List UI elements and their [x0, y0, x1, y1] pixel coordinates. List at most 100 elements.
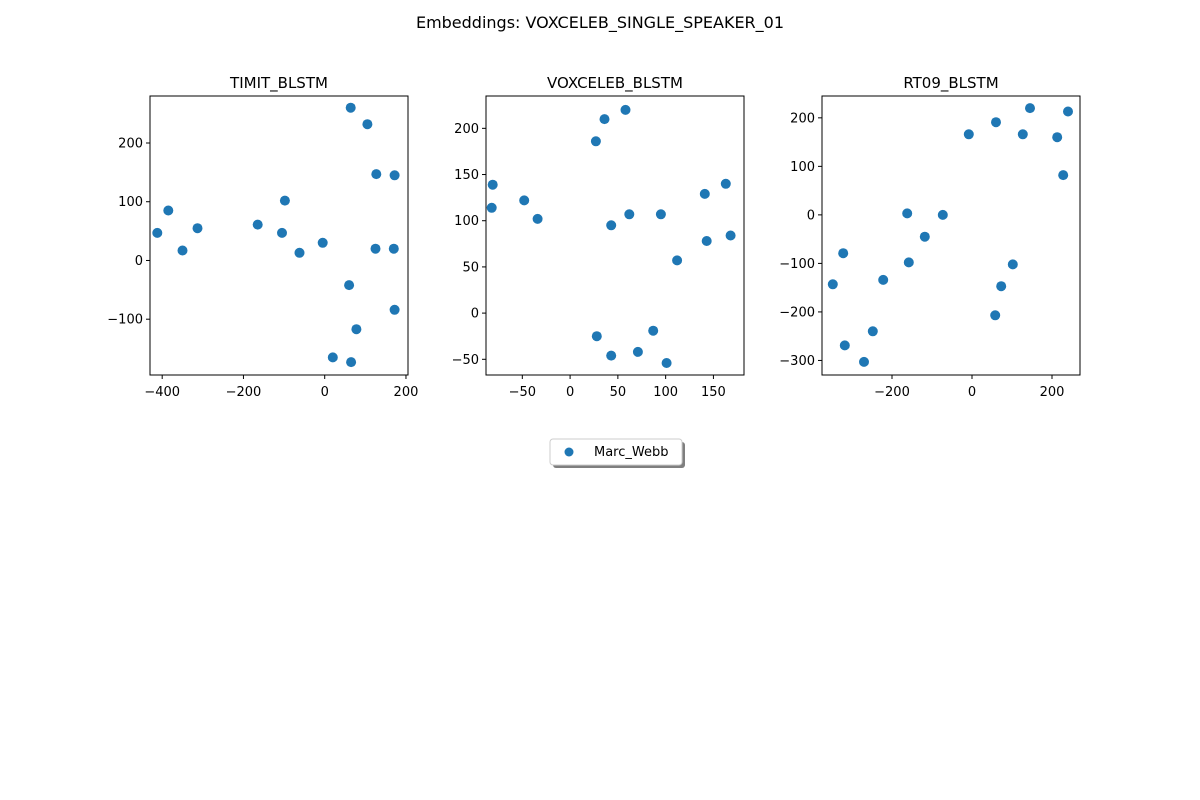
scatter-point — [620, 104, 631, 115]
scatter-point — [1058, 170, 1069, 181]
scatter-point — [991, 117, 1001, 128]
scatter-point — [389, 304, 400, 315]
axes-frame — [485, 95, 745, 376]
scatter-point — [606, 220, 617, 231]
scatter-point — [362, 119, 373, 130]
scatter-point — [1025, 103, 1035, 114]
subplot-title: TIMIT_BLSTM — [229, 74, 328, 93]
scatter-point — [192, 223, 203, 234]
scatter-point — [177, 245, 188, 256]
scatter-point — [327, 352, 338, 363]
scatter-point — [878, 274, 889, 285]
y-tick-label: 200 — [118, 136, 143, 151]
x-tick-label: −400 — [144, 385, 180, 400]
scatter-point — [1052, 132, 1063, 143]
scatter-point — [919, 231, 930, 242]
scatter-point — [661, 358, 672, 368]
scatter-point — [624, 209, 635, 220]
scatter-point — [487, 179, 498, 190]
x-tick-label: 150 — [701, 385, 726, 400]
x-tick-label: 0 — [968, 385, 976, 400]
scatter-point — [371, 169, 382, 180]
scatter-point — [519, 195, 530, 206]
x-tick-label: 100 — [653, 385, 678, 400]
points-layer — [827, 103, 1073, 367]
scatter-point — [277, 227, 287, 238]
scatter-point — [996, 281, 1007, 292]
points-layer — [486, 104, 736, 368]
y-tick-label: 200 — [790, 111, 815, 126]
scatter-point — [1063, 106, 1073, 117]
scatter-point — [389, 170, 400, 181]
x-tick-label: 0 — [321, 385, 329, 400]
y-tick-label: 50 — [462, 260, 479, 275]
scatter-point — [388, 243, 399, 254]
figure-title: Embeddings: VOXCELEB_SINGLE_SPEAKER_01 — [416, 13, 784, 33]
y-tick-label: −300 — [779, 354, 815, 369]
scatter-point — [963, 129, 974, 140]
y-tick-label: 0 — [471, 307, 479, 322]
points-layer — [152, 102, 400, 368]
subplot-title: VOXCELEB_BLSTM — [547, 74, 683, 93]
x-tick-label: −50 — [509, 385, 536, 400]
y-tick-label: −200 — [779, 305, 815, 320]
scatter-point — [839, 340, 850, 351]
scatter-point — [655, 209, 666, 220]
subplot-timit: TIMIT_BLSTM −400 −200 0 200 −100 0 100 200 — [107, 74, 418, 400]
legend-label: Marc_Webb — [594, 445, 668, 460]
y-tick-label: 100 — [118, 195, 143, 210]
scatter-point — [252, 219, 263, 230]
y-tick-label: 200 — [454, 122, 479, 137]
scatter-point — [370, 243, 381, 254]
subplot-rt09: RT09_BLSTM −200 0 200 −300 −200 −100 0 100 200 — [779, 74, 1081, 400]
y-tick-label: −50 — [452, 353, 479, 368]
scatter-point — [599, 114, 610, 125]
scatter-point — [317, 237, 328, 248]
y-tick-label: 150 — [454, 168, 479, 183]
scatter-point — [163, 205, 174, 216]
y-tick-label: 100 — [790, 160, 815, 175]
y-axis: −50 0 50 100 150 200 — [452, 122, 486, 368]
scatter-point — [701, 236, 712, 246]
x-tick-label: −200 — [874, 385, 910, 400]
scatter-point — [345, 102, 356, 113]
x-axis: −50 0 50 100 150 — [509, 375, 726, 400]
y-tick-label: −100 — [779, 257, 815, 272]
scatter-point — [725, 230, 736, 241]
y-tick-label: 100 — [454, 214, 479, 229]
scatter-point — [346, 357, 357, 368]
axes-frame — [821, 95, 1081, 376]
scatter-point — [1017, 129, 1028, 140]
legend-box — [549, 438, 683, 466]
scatter-point — [648, 325, 659, 336]
scatter-point — [902, 208, 913, 219]
scatter-point — [591, 331, 602, 342]
scatter-point — [859, 356, 869, 367]
y-axis: −300 −200 −100 0 100 200 — [779, 111, 822, 369]
scatter-point — [279, 195, 290, 206]
scatter-point — [351, 324, 362, 335]
legend-marker — [564, 447, 574, 457]
scatter-point — [672, 255, 683, 266]
scatter-point — [838, 248, 849, 259]
scatter-point — [632, 346, 643, 357]
scatter-point — [294, 247, 305, 258]
scatter-point — [937, 209, 948, 220]
scatter-point — [699, 188, 710, 199]
scatter-point — [903, 257, 914, 268]
subplot-title: RT09_BLSTM — [903, 74, 998, 93]
x-axis: −200 0 200 — [874, 375, 1064, 400]
y-tick-label: −100 — [107, 313, 143, 328]
x-tick-label: 200 — [394, 385, 419, 400]
x-tick-label: 200 — [1040, 385, 1065, 400]
scatter-point — [606, 350, 617, 361]
scatter-point — [1007, 259, 1018, 270]
scatter-point — [152, 227, 163, 238]
y-axis: −100 0 100 200 — [107, 136, 150, 328]
scatter-point — [532, 213, 543, 224]
scatter-point — [990, 310, 1001, 321]
x-axis: −400 −200 0 200 — [144, 375, 418, 400]
scatter-point — [590, 136, 601, 147]
scatter-point — [720, 178, 731, 189]
